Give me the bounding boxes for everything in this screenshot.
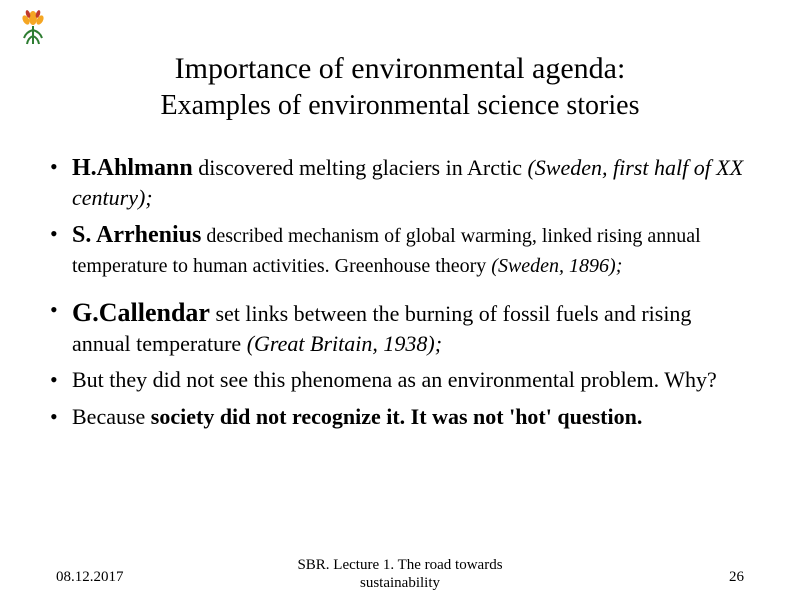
list-item: But they did not see this phenomena as a… [50, 366, 750, 395]
bullet-list: H.Ahlmann discovered melting glaciers in… [50, 153, 750, 432]
bullet-italic: (Sweden, 1896); [491, 255, 622, 277]
org-logo [18, 8, 48, 46]
slide-body: H.Ahlmann discovered melting glaciers in… [0, 143, 800, 432]
list-item: S. Arrhenius described mechanism of glob… [50, 220, 750, 280]
footer-date: 08.12.2017 [56, 569, 124, 586]
bullet-bold-lead: S. Arrhenius [72, 222, 201, 248]
bullet-italic: (Great Britain, 1938); [247, 331, 442, 356]
title-line-1: Importance of environmental agenda: [40, 50, 760, 88]
bullet-bold-lead: H.Ahlmann [72, 155, 193, 181]
bullet-plain: discovered melting glaciers in Arctic [193, 155, 528, 180]
title-line-2: Examples of environmental science storie… [40, 88, 760, 123]
slide-title: Importance of environmental agenda: Exam… [0, 0, 800, 143]
list-item: H.Ahlmann discovered melting glaciers in… [50, 153, 750, 213]
list-item: G.Callendar set links between the burnin… [50, 296, 750, 358]
bullet-bold-tail: society did not recognize it. It was not… [151, 404, 643, 429]
bullet-bold-lead: G.Callendar [72, 298, 210, 327]
footer-title: SBR. Lecture 1. The road towards sustain… [270, 556, 530, 592]
bullet-plain: But they did not see this phenomena as a… [72, 367, 717, 392]
footer-page-number: 26 [729, 569, 744, 586]
bullet-plain: Because [72, 404, 151, 429]
list-item: Because society did not recognize it. It… [50, 403, 750, 432]
